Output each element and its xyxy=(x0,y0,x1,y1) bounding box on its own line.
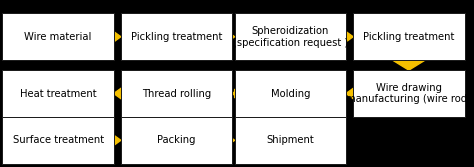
Text: Shipment: Shipment xyxy=(266,135,314,145)
FancyBboxPatch shape xyxy=(235,13,346,60)
Text: Heat treatment: Heat treatment xyxy=(20,89,96,99)
FancyBboxPatch shape xyxy=(353,70,465,117)
FancyBboxPatch shape xyxy=(2,117,114,164)
Polygon shape xyxy=(346,86,356,101)
Text: Molding: Molding xyxy=(271,89,310,99)
Polygon shape xyxy=(110,29,121,44)
FancyBboxPatch shape xyxy=(235,117,346,164)
FancyBboxPatch shape xyxy=(121,13,232,60)
Text: Wire drawing
manufacturing (wire rod): Wire drawing manufacturing (wire rod) xyxy=(346,83,471,104)
Polygon shape xyxy=(224,29,235,44)
Text: Pickling treatment: Pickling treatment xyxy=(131,32,222,42)
Text: Thread rolling: Thread rolling xyxy=(142,89,211,99)
Polygon shape xyxy=(114,86,124,101)
FancyBboxPatch shape xyxy=(121,70,232,117)
FancyBboxPatch shape xyxy=(2,70,114,117)
Polygon shape xyxy=(224,133,235,148)
FancyBboxPatch shape xyxy=(235,70,346,117)
FancyBboxPatch shape xyxy=(353,13,465,60)
Polygon shape xyxy=(110,133,121,148)
Text: Wire material: Wire material xyxy=(24,32,92,42)
Polygon shape xyxy=(232,86,243,101)
Text: Packing: Packing xyxy=(157,135,196,145)
Text: Surface treatment: Surface treatment xyxy=(12,135,104,145)
Polygon shape xyxy=(39,105,77,117)
Polygon shape xyxy=(390,58,428,70)
Polygon shape xyxy=(343,29,353,44)
FancyBboxPatch shape xyxy=(121,117,232,164)
FancyBboxPatch shape xyxy=(2,13,114,60)
Text: Pickling treatment: Pickling treatment xyxy=(363,32,455,42)
Text: Spheroidization
(specification request ): Spheroidization (specification request ) xyxy=(233,26,348,48)
